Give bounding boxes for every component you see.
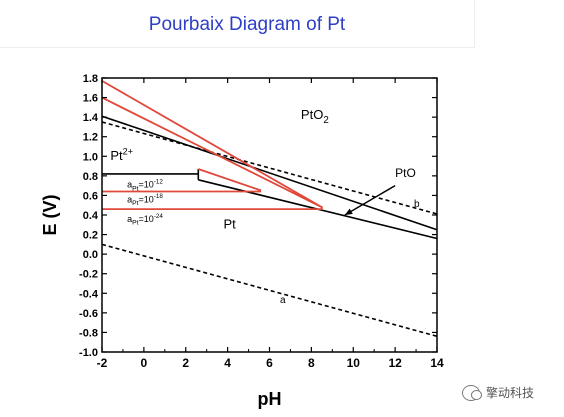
series-line-2	[101, 115, 438, 231]
y-tick-label: 1.6	[83, 93, 98, 105]
pointer-arrow-line	[344, 184, 396, 216]
x-tick-label: 14	[430, 356, 444, 370]
x-tick-label: 2	[182, 356, 189, 370]
y-tick-label: 1.8	[83, 73, 98, 85]
annotation-0: PtO2	[301, 107, 329, 126]
pointer-arrow-head	[344, 208, 353, 215]
y-tick-label: 0.0	[83, 249, 98, 261]
y-tick-label: 0.8	[83, 171, 98, 183]
y-tick-label: 0.6	[83, 190, 98, 202]
y-tick-label: 0.2	[83, 230, 98, 242]
annotation-4: aPt=10-12	[127, 179, 163, 193]
x-tick-label: 0	[141, 356, 148, 370]
watermark: 擎动科技	[462, 384, 534, 401]
annotation-6: aPt=10-24	[127, 213, 163, 227]
x-tick-label: 4	[224, 356, 231, 370]
annotation-1: Pt2+	[110, 146, 133, 163]
series-line-1	[101, 121, 438, 215]
y-tick-label: -0.8	[79, 327, 98, 339]
series-line-8	[198, 168, 262, 192]
annotation-2: PtO	[395, 166, 416, 180]
x-tick-label: 10	[347, 356, 361, 370]
annotation-5: aPt=10-18	[127, 193, 163, 207]
y-tick-label: 1.0	[83, 151, 98, 163]
y-tick-label: -1.0	[79, 347, 98, 359]
series-line-0	[101, 243, 438, 338]
x-tick-label: -2	[97, 356, 108, 370]
watermark-text: 擎动科技	[486, 386, 535, 400]
y-axis-title: E (V)	[40, 194, 60, 235]
x-axis-title: pH	[258, 389, 282, 409]
y-tick-label: -0.6	[79, 308, 98, 320]
wechat-icon	[462, 384, 482, 401]
annotation-7: b	[414, 199, 420, 210]
y-tick-label: 1.2	[83, 132, 98, 144]
x-tick-label: 6	[266, 356, 273, 370]
header-panel: Pourbaix Diagram of Pt	[0, 0, 475, 48]
y-tick-label: 0.4	[83, 210, 99, 222]
x-tick-label: 12	[388, 356, 402, 370]
annotation-8: a	[280, 295, 286, 306]
page-title: Pourbaix Diagram of Pt	[148, 14, 346, 35]
y-tick-label: 1.4	[83, 112, 99, 124]
annotation-3: Pt	[223, 217, 236, 232]
x-tick-label: 8	[308, 356, 315, 370]
y-tick-label: -0.2	[79, 269, 98, 281]
y-tick-label: -0.4	[79, 288, 99, 300]
